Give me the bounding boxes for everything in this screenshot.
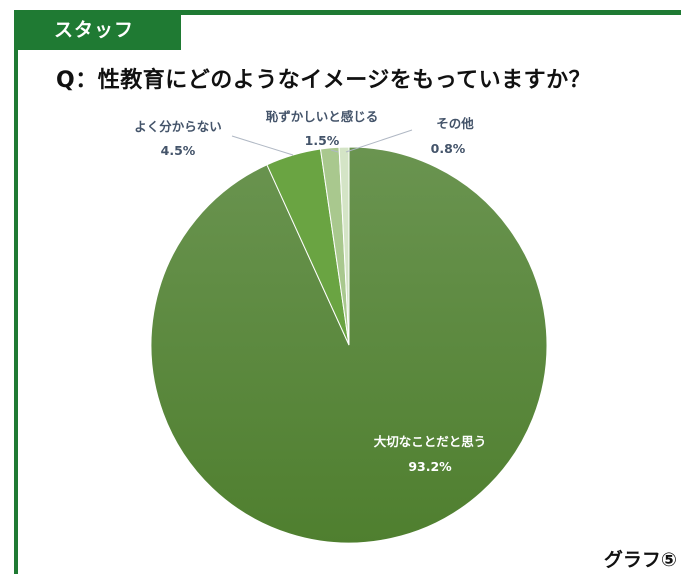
slice-name-label: その他: [436, 116, 474, 131]
header-rule: [14, 10, 681, 15]
slice-name-label: 大切なことだと思う: [374, 434, 487, 449]
question-title: Q：性教育にどのようなイメージをもっていますか？: [56, 68, 592, 93]
slice-name-label: 恥ずかしいと感じる: [266, 109, 379, 124]
slice-name-label: よく分からない: [134, 119, 222, 134]
leader-line: [330, 149, 339, 153]
slice-value-label: 93.2%: [408, 459, 452, 474]
pie-slices: [150, 146, 548, 544]
slice-value-label: 1.5%: [305, 133, 340, 148]
graph-number-label: グラフ⑤: [603, 549, 677, 571]
slice-labels: 大切なことだと思う 93.2% よく分からない 4.5% 恥ずかしいと感じる 1.5% その…: [134, 109, 486, 474]
header-tab: スタッフ: [14, 10, 181, 50]
left-rule: [14, 10, 18, 574]
leader-line: [345, 129, 413, 153]
slice-other: [338, 146, 350, 346]
leader-line: [231, 135, 294, 156]
leader-lines: [231, 129, 413, 156]
slice-value-label: 4.5%: [161, 143, 196, 158]
slice-value-label: 0.8%: [431, 141, 466, 156]
